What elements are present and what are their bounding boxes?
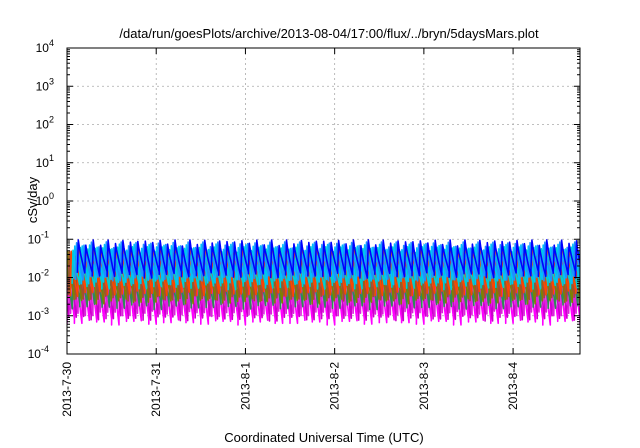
series-line [74,241,580,282]
chart-title: /data/run/goesPlots/archive/2013-08-04/1… [119,26,539,41]
x-tick-label: 2013-8-1 [238,362,252,410]
y-axis-label: cSv/day [25,176,40,223]
x-axis-label: Coordinated Universal Time (UTC) [224,430,423,445]
x-tick-label: 2013-8-3 [417,362,431,410]
y-tick-label: 10-1 [28,229,49,246]
y-tick-label: 10-2 [28,268,49,285]
y-tick-label: 10-4 [28,344,49,361]
x-tick-label: 2013-8-4 [506,362,520,410]
x-tick-label: 2013-8-2 [328,362,342,410]
x-tick-label: 2013-7-31 [149,362,163,417]
series-group [67,239,580,326]
y-tick-label: 103 [36,76,54,93]
y-tick-label: 104 [36,38,54,55]
y-tick-label: 10-3 [28,306,49,323]
y-tick-label: 101 [36,153,54,170]
x-axis: 2013-7-30 2013-7-31 2013-8-1 2013-8-2 2013-8… [60,48,520,417]
plot-area [67,239,580,326]
series-line [76,239,580,279]
x-tick-label: 2013-7-30 [60,362,74,417]
y-tick-label: 102 [36,115,54,132]
